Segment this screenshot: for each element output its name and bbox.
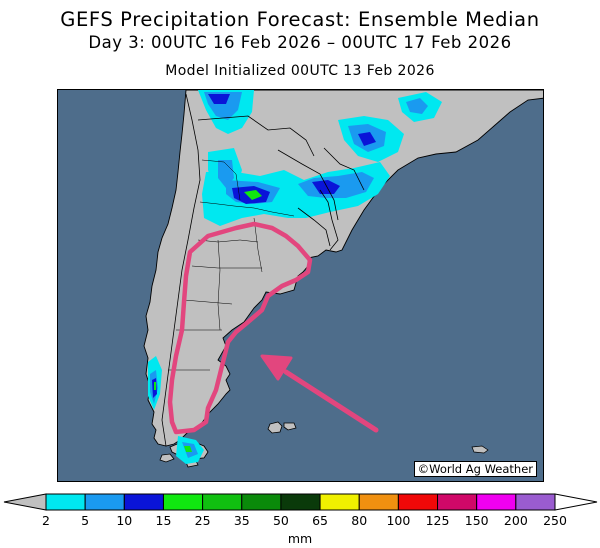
precip-very-heavy — [154, 190, 262, 452]
colorbar-tick-label: 65 — [312, 513, 329, 528]
pointer-arrow — [260, 354, 379, 433]
colorbar-tick-label: 125 — [425, 513, 450, 528]
colorbar-segment — [84, 493, 125, 511]
colorbar-tick-label: 100 — [386, 513, 411, 528]
south-georgia — [471, 445, 489, 454]
colorbar-segment — [515, 493, 556, 511]
colorbar-tick-label: 50 — [272, 513, 289, 528]
colorbar-tick-label: 5 — [81, 513, 90, 528]
map-canvas — [58, 90, 543, 481]
colorbar-segment — [45, 493, 86, 511]
colorbar-tick-label: 35 — [233, 513, 250, 528]
colorbar-tick-label: 25 — [194, 513, 211, 528]
colorbar-tick-label: 2 — [42, 513, 50, 528]
colorbar-segment — [280, 493, 321, 511]
colorbar-tick-label: 250 — [543, 513, 567, 528]
colorbar-segment — [123, 493, 164, 511]
colorbar-segment — [437, 493, 478, 511]
model-init-time: Model Initialized 00UTC 13 Feb 2026 — [165, 63, 435, 79]
colorbar-segment — [241, 493, 282, 511]
map-title: GEFS Precipitation Forecast: Ensemble Me… — [60, 8, 540, 31]
forecast-period: Day 3: 00UTC 16 Feb 2026 – 00UTC 17 Feb … — [88, 33, 512, 52]
colorbar-segment — [358, 493, 399, 511]
colorbar-left-arrow — [3, 493, 47, 511]
colorbar-segment — [476, 493, 517, 511]
colorbar-segment — [397, 493, 439, 511]
colorbar-tick-label: 10 — [116, 513, 133, 528]
colorbar-segment — [162, 493, 204, 511]
colorbar-tick-label: 15 — [155, 513, 172, 528]
highlighted-region-outline — [167, 221, 313, 435]
colorbar-right-arrow — [554, 493, 598, 511]
credit-label: ©World Ag Weather — [413, 461, 537, 477]
colorbar-segment — [319, 493, 360, 511]
colorbar — [3, 493, 598, 511]
colorbar-tick-label: 150 — [464, 513, 489, 528]
colorbar-segment — [202, 493, 243, 511]
country-borders — [161, 93, 365, 447]
falkland-islands — [267, 421, 297, 434]
colorbar-unit: mm — [287, 531, 313, 546]
colorbar-tick-label: 80 — [351, 513, 368, 528]
precipitation-map: ©World Ag Weather — [57, 89, 544, 482]
colorbar-tick-label: 200 — [503, 513, 528, 528]
